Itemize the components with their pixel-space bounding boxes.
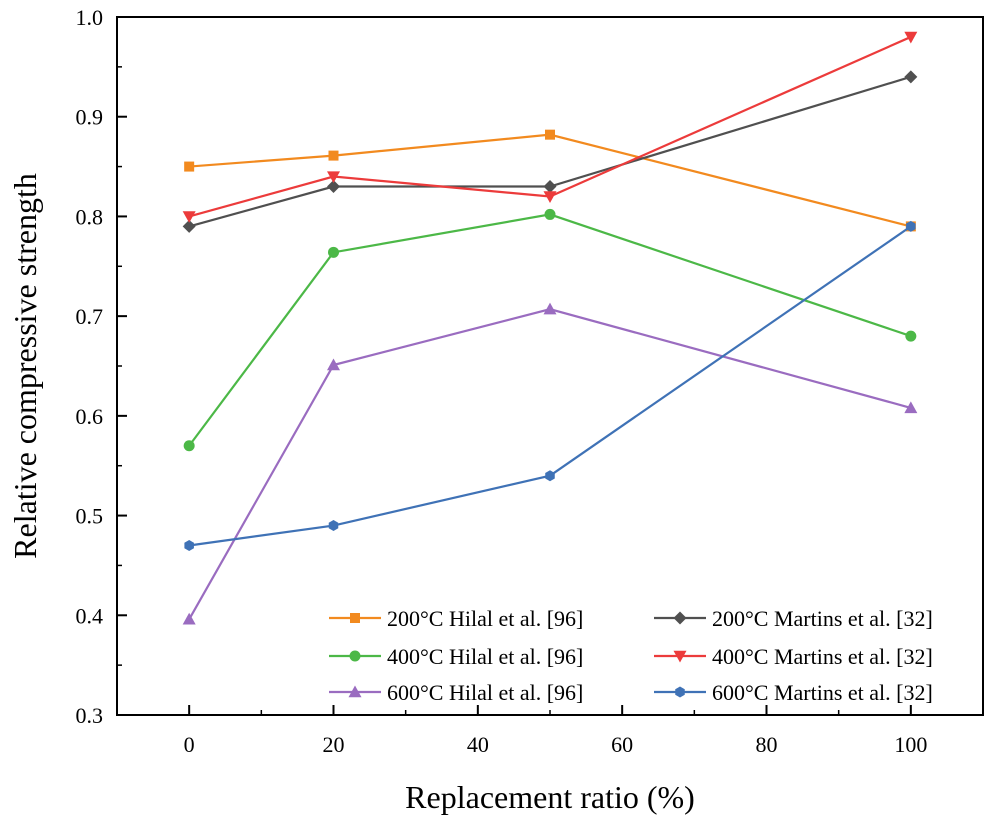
y-tick-label: 0.3 [76,703,104,728]
data-point [906,220,916,232]
x-tick-label: 100 [894,732,927,757]
legend-item: 400°C Hilal et al. [96] [329,644,583,669]
y-tick-label: 0.5 [76,504,104,529]
legend-marker [350,613,360,623]
series-line [188,75,912,228]
x-axis-title: Replacement ratio (%) [405,779,695,815]
data-point [182,211,196,223]
x-axis-ticks: 0 20 40 60 80 100 [184,705,927,757]
series-group [182,31,918,223]
legend-label: 400°C Hilal et al. [96] [387,644,583,669]
series-line [189,133,912,228]
x-tick-label: 0 [184,732,195,757]
data-point [545,129,555,140]
legend-marker [675,686,685,698]
legend-label: 600°C Hilal et al. [96] [387,680,583,705]
y-tick-label: 0.8 [76,204,104,229]
data-point [184,539,194,551]
series-line [189,225,912,547]
x-tick-label: 60 [611,732,633,757]
data-point [328,246,339,258]
data-point [327,171,340,184]
x-tick-label: 20 [323,732,345,757]
legend-label: 600°C Martins et al. [32] [712,680,933,705]
data-point [543,302,557,315]
data-point [545,470,555,482]
legend-marker [348,685,362,698]
series-line [188,308,912,620]
legend-item: 400°C Martins et al. [32] [654,644,933,669]
legend-label: 200°C Martins et al. [32] [712,606,933,631]
y-tick-label: 0.9 [76,105,104,130]
data-point [184,161,195,172]
data-point [328,520,339,532]
series-line [188,35,912,218]
legend-item: 600°C Hilal et al. [96] [329,680,583,705]
series-group [182,70,918,233]
series-line [188,213,912,447]
series-group [184,220,916,551]
data-point [543,191,557,203]
legend-label: 400°C Martins et al. [32] [712,644,933,669]
legend-item: 600°C Martins et al. [32] [654,680,933,705]
series-group [183,208,917,452]
legend-marker [673,611,687,625]
x-tick-label: 40 [467,732,489,757]
data-point [327,180,340,194]
data-point [328,150,339,161]
y-tick-label: 0.6 [76,404,104,429]
legend-marker [349,650,361,662]
legend: 200°C Hilal et al. [96] 200°C Martins et … [329,606,933,705]
x-tick-label: 80 [756,732,778,757]
y-tick-label: 0.7 [76,304,104,329]
y-tick-label: 0.4 [76,603,104,628]
legend-item: 200°C Martins et al. [32] [654,606,933,631]
data-point [904,31,918,44]
data-point [543,180,557,194]
data-point [327,358,340,371]
data-point [182,219,196,233]
data-point [183,440,195,452]
data-point [182,612,196,625]
y-tick-label: 1.0 [76,5,104,30]
legend-item: 200°C Hilal et al. [96] [329,606,583,631]
legend-label: 200°C Hilal et al. [96] [387,606,583,631]
legend-marker [673,650,687,663]
data-point [904,401,918,414]
data-point [904,70,918,84]
y-axis-title: Relative compressive strength [7,173,43,559]
data-point [544,208,556,220]
y-axis-ticks: 0.3 0.4 0.5 0.6 0.7 0.8 0.9 1.0 [76,5,127,728]
series-layer [182,31,918,625]
series-group [182,302,918,625]
data-point [905,330,917,342]
